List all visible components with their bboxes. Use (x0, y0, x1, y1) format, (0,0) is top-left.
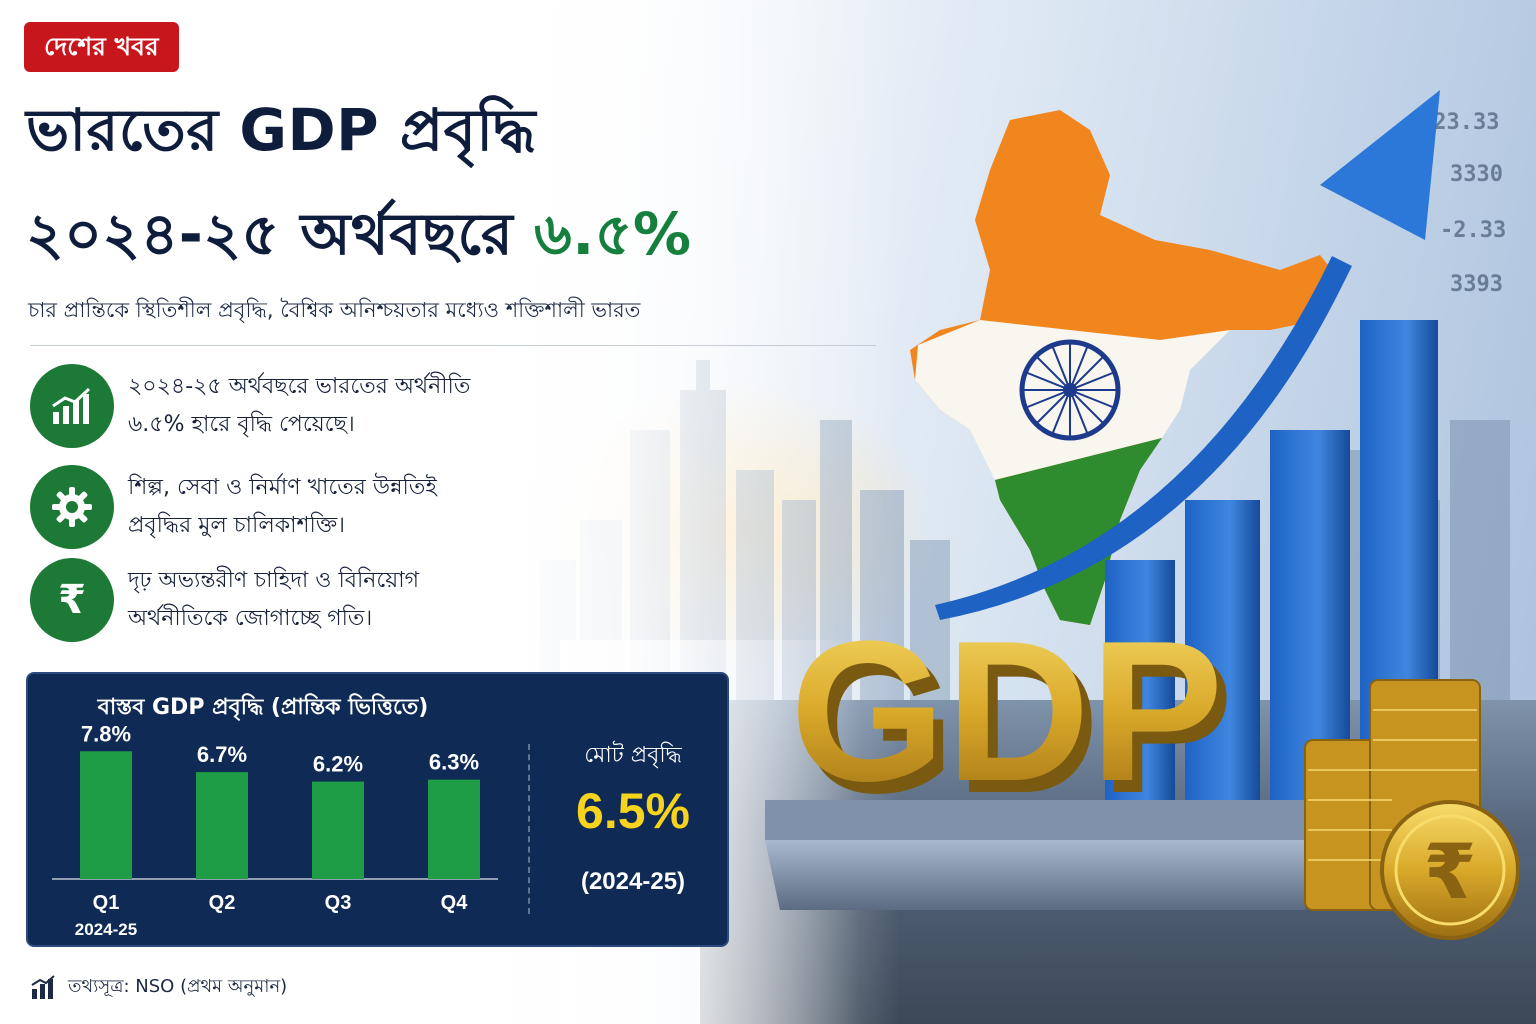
chart-title: বাস্তব GDP প্রবৃদ্ধি (প্রান্তিক ভিত্তিতে… (97, 695, 429, 720)
gdp-3d-text: GDP (790, 600, 1223, 823)
key-point: শিল্প, সেবা ও নির্মাণ খাতের উন্নতিই প্রব… (30, 465, 790, 551)
total-growth-label: মোট প্রবৃদ্ধি (584, 743, 682, 768)
gdp-chart-panel: বাস্তব GDP প্রবৃদ্ধি (প্রান্তিক ভিত্তিতে… (26, 672, 729, 947)
ticker-value: -2.33 (1440, 218, 1507, 243)
key-point-line: প্রবৃদ্ধির মুল চালিকাশক্তি। (128, 513, 346, 538)
gear-icon (30, 465, 114, 549)
key-point-line: ৬.৫% হারে বৃদ্ধি পেয়েছে। (128, 412, 355, 437)
category-badge: দেশের খবর (24, 22, 179, 72)
rising-arrow (935, 90, 1440, 620)
quarterly-bar-chart: 7.8% Q1 2024-25 6.7% Q2 6.2% Q3 6.3% Q4 (52, 721, 498, 939)
plinth (765, 800, 1320, 910)
coin-stacks: ₹ (1304, 679, 1520, 940)
chart-value-label: 7.8% (81, 721, 131, 746)
headline-year: ২০২৪-২৫ অর্থবছরে (26, 200, 514, 268)
growth-chart-icon (30, 364, 114, 448)
subtitle: চার প্রান্তিকে স্থিতিশীল প্রবৃদ্ধি, বৈশ্… (28, 298, 641, 322)
chart-category-label: Q3 (325, 892, 352, 914)
chart-divider (528, 744, 530, 914)
chart-category-sublabel: 2024-25 (75, 920, 137, 939)
chart-value-label: 6.7% (197, 742, 247, 767)
rupee-coin-icon: ₹ (1424, 827, 1477, 916)
key-point-text: ২০২৪-২৫ অর্থবছরে ভারতের অর্থনীতি ৬.৫% হা… (128, 368, 470, 444)
ticker-value: 3393 (1450, 272, 1503, 297)
gdp-illustration: GDP GDP ₹ (765, 90, 1520, 940)
key-point-line: ২০২৪-২৫ অর্থবছরে ভারতের অর্থনীতি (128, 374, 471, 399)
source-note: তথ্যসূত্র: NSO (প্রথম অনুমান) (30, 972, 287, 1002)
chart-bar (312, 781, 364, 879)
rupee-icon: ₹ (30, 558, 114, 642)
key-point-text: শিল্প, সেবা ও নির্মাণ খাতের উন্নতিই প্রব… (128, 469, 437, 545)
key-point-line: অর্থনীতিকে জোগাচ্ছে গতি। (128, 606, 373, 631)
key-point-line: দৃঢ় অভ্যন্তরীণ চাহিদা ও বিনিয়োগ (128, 568, 419, 593)
key-point: ₹ দৃঢ় অভ্যন্তরীণ চাহিদা ও বিনিয়োগ অর্থ… (30, 558, 790, 644)
chart-bar (428, 779, 480, 879)
bar-chart-icon (31, 975, 55, 999)
key-point-line: শিল্প, সেবা ও নির্মাণ খাতের উন্নতিই (128, 475, 437, 500)
headline-line-1: ভারতের GDP প্রবৃদ্ধি (26, 96, 537, 164)
india-map-flag (910, 110, 1340, 625)
total-growth-period: (2024-25) (580, 868, 686, 895)
total-growth-value: 6.5% (576, 783, 690, 839)
key-point-text: দৃঢ় অভ্যন্তরীণ চাহিদা ও বিনিয়োগ অর্থনী… (128, 562, 419, 638)
ticker-value: 3330 (1450, 162, 1503, 187)
svg-text:GDP: GDP (800, 612, 1233, 835)
chart-category-label: Q1 (93, 892, 120, 914)
chart-category-label: Q4 (441, 892, 469, 914)
chart-value-label: 6.3% (429, 750, 479, 775)
headline-line-2: ২০২৪-২৫ অর্থবছরে ৬.৫% (26, 190, 692, 287)
chart-bar (80, 751, 132, 879)
source-text: তথ্যসূত্র: NSO (প্রথম অনুমান) (68, 975, 288, 997)
headline-growth-rate: ৬.৫% (534, 200, 692, 268)
divider (30, 345, 876, 346)
chart-category-label: Q2 (209, 892, 236, 914)
chart-value-label: 6.2% (313, 752, 363, 777)
key-point: ২০২৪-২৫ অর্থবছরে ভারতের অর্থনীতি ৬.৫% হা… (30, 364, 790, 450)
chart-bar (196, 772, 248, 879)
